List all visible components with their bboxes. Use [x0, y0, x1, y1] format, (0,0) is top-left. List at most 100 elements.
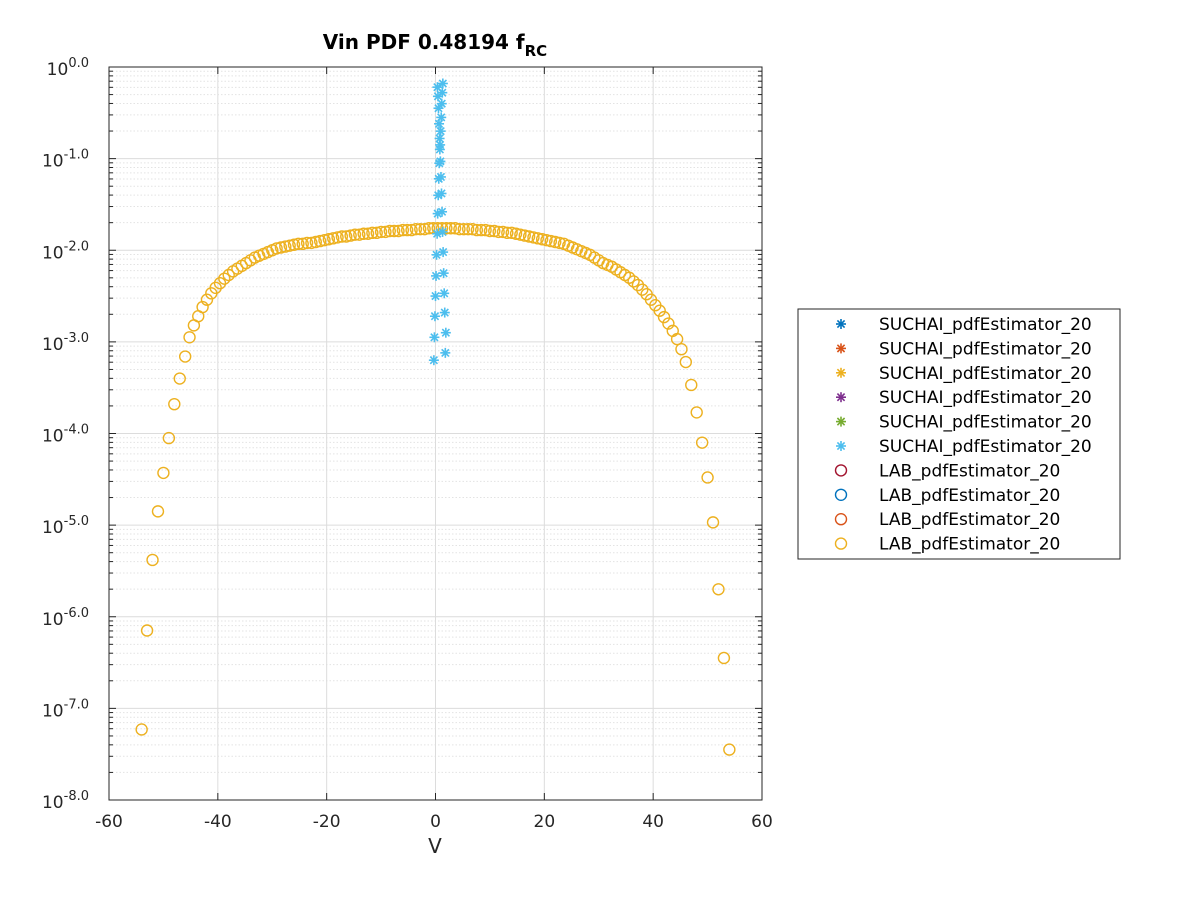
lab-pdf-point [222, 268, 235, 282]
lab-pdf-point [146, 553, 159, 567]
lab-pdf-point [675, 343, 688, 356]
legend-item: LAB_pdfEstimator_20 [834, 535, 1060, 555]
y-tick-label: 10-7.0 [42, 697, 89, 721]
legend-item: SUCHAI_pdfEstimator_20 [836, 437, 1092, 457]
legend-label: LAB_pdfEstimator_20 [879, 461, 1060, 481]
lab-pdf-point [168, 397, 181, 411]
legend-marker [836, 392, 846, 403]
suchai-pdf-point [434, 133, 445, 144]
suchai-pdf-point [440, 347, 451, 358]
lab-pdf-point [196, 300, 209, 314]
lab-pdf-point [501, 226, 514, 240]
lab-pdf-point [274, 241, 288, 254]
lab-pdf-point [326, 232, 340, 245]
suchai-pdf-point [436, 188, 447, 199]
suchai-pdf-point [437, 206, 448, 217]
legend-marker [836, 319, 846, 329]
lab-pdf-point [296, 237, 309, 251]
lab-pdf-point [717, 651, 731, 665]
lab-pdf-point [422, 222, 436, 235]
lab-pdf-point [496, 225, 510, 239]
lab-pdf-point [522, 230, 536, 243]
lab-pdf-point [200, 293, 214, 306]
legend-label: LAB_pdfEstimator_20 [879, 486, 1060, 506]
legend-item: SUCHAI_pdfEstimator_20 [836, 339, 1092, 359]
lab-pdf-point [540, 233, 553, 247]
lab-pdf-point [466, 222, 479, 236]
lab-pdf-point [340, 230, 353, 243]
legend: SUCHAI_pdfEstimator_20 SUCHAI_pdfEstimato… [797, 308, 1121, 560]
lab-pdf-point [440, 222, 453, 235]
lab-pdf-point [157, 466, 170, 480]
y-tick-label: 10-8.0 [42, 789, 89, 813]
legend-label: SUCHAI_pdfEstimator_20 [879, 339, 1092, 359]
lab-pdf-point [505, 226, 518, 240]
x-tick-labels: -60 -40 -20 0 20 40 60 [95, 812, 773, 832]
lab-pdf-point [313, 234, 327, 248]
legend-marker [834, 488, 848, 501]
lab-pdf-point [379, 225, 392, 239]
lab-pdf-point [318, 233, 331, 247]
y-tick-label: 10-6.0 [42, 606, 89, 630]
legend-item: SUCHAI_pdfEstimator_20 [836, 388, 1092, 408]
lab-pdf-point [461, 222, 475, 236]
lab-pdf-point [531, 232, 545, 245]
suchai-pdf-point [439, 288, 450, 299]
suchai-pdf-point [430, 291, 441, 302]
y-tick-labels: 10-8.0 10-7.0 10-6.0 10-5.0 10-4.0 10-3.0 10-2… [42, 56, 89, 813]
y-tick-label: 10-1.0 [42, 148, 89, 172]
x-tick-label: -40 [204, 812, 232, 832]
suchai-pdf-point [437, 226, 448, 237]
lab-pdf-point [151, 505, 165, 518]
lab-pdf-point [335, 230, 349, 243]
legend-marker [834, 513, 848, 526]
lab-pdf-point [405, 223, 418, 237]
legend-label: SUCHAI_pdfEstimator_20 [879, 413, 1092, 433]
lab-pdf-point [623, 271, 636, 284]
lab-pdf-point [549, 235, 562, 249]
suchai-pdf-point [440, 327, 451, 338]
lab-pdf-point [300, 236, 314, 250]
x-axis-label: V [428, 834, 442, 858]
lab-pdf-point [679, 355, 693, 369]
lab-pdf-point [527, 231, 540, 244]
suchai-pdf-point [432, 82, 443, 93]
legend-label: SUCHAI_pdfEstimator_20 [879, 364, 1092, 384]
lab-pdf-point [309, 235, 322, 249]
legend-item: LAB_pdfEstimator_20 [834, 486, 1060, 506]
suchai-pdf-point [438, 247, 449, 258]
lab-pdf-point [401, 223, 414, 237]
lab-pdf-point [162, 431, 176, 445]
lab-pdf-point [657, 310, 671, 324]
lab-pdf-point [209, 281, 222, 295]
x-tick-label: 40 [642, 812, 664, 832]
x-tick-label: 20 [534, 812, 556, 832]
suchai-pdf-point [431, 270, 442, 281]
lab-pdf-point [636, 283, 649, 296]
suchai-pdf-point [437, 78, 448, 89]
lab-pdf-point [374, 225, 388, 239]
lab-pdf-point [183, 331, 196, 344]
lab-pdf-point [448, 222, 462, 235]
legend-item: LAB_pdfEstimator_20 [834, 461, 1060, 481]
lab-pdf-point [690, 406, 703, 419]
suchai-pdf-point [429, 332, 440, 343]
lab-pdf-point [627, 275, 640, 288]
legend-marker [836, 343, 846, 354]
lab-pdf-point [483, 224, 497, 238]
lab-pdf-point [685, 378, 698, 392]
suchai-pdf-point [439, 307, 450, 318]
legend-item: SUCHAI_pdfEstimator_20 [836, 315, 1092, 335]
lab-pdf-point [348, 228, 362, 241]
lab-pdf-point [535, 233, 549, 246]
lab-pdf-point [361, 227, 375, 240]
y-tick-label: 10-3.0 [42, 331, 89, 355]
suchai-pdf-point [437, 87, 448, 98]
x-tick-label: -20 [313, 812, 341, 832]
suchai-pdf-point [435, 126, 446, 137]
legend-label: SUCHAI_pdfEstimator_20 [879, 437, 1092, 457]
lab-pdf-point [488, 224, 501, 238]
lab-pdf-point [514, 228, 527, 241]
lab-pdf-point [418, 222, 431, 236]
legend-item: SUCHAI_pdfEstimator_20 [836, 364, 1092, 384]
